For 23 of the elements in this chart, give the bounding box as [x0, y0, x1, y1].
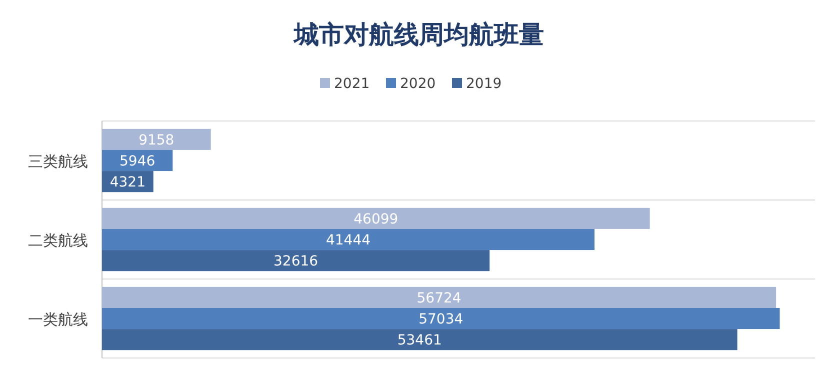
data-label: 9158 [138, 132, 174, 148]
bar [102, 250, 490, 272]
data-label: 46099 [354, 211, 398, 228]
chart-title: 城市对航线周均航班量 [293, 20, 544, 49]
bar [102, 308, 780, 330]
data-label: 56724 [416, 290, 462, 306]
legend-label: 2020 [400, 76, 436, 92]
bar [102, 286, 776, 308]
y-tick-label: 一类航线 [28, 310, 88, 328]
bar [102, 208, 650, 229]
y-tick-label: 二类航线 [28, 232, 88, 250]
bar [102, 329, 738, 350]
legend-label: 2021 [334, 76, 370, 92]
data-label: 32616 [274, 254, 318, 270]
bar [102, 228, 594, 250]
data-label: 5946 [120, 154, 156, 170]
y-tick-label: 三类航线 [28, 152, 88, 170]
data-label: 57034 [418, 312, 464, 328]
data-label: 53461 [397, 332, 442, 349]
data-label: 4321 [110, 174, 146, 191]
bar [102, 128, 211, 150]
data-label: 41444 [326, 232, 371, 248]
legend-label: 2019 [466, 76, 502, 92]
